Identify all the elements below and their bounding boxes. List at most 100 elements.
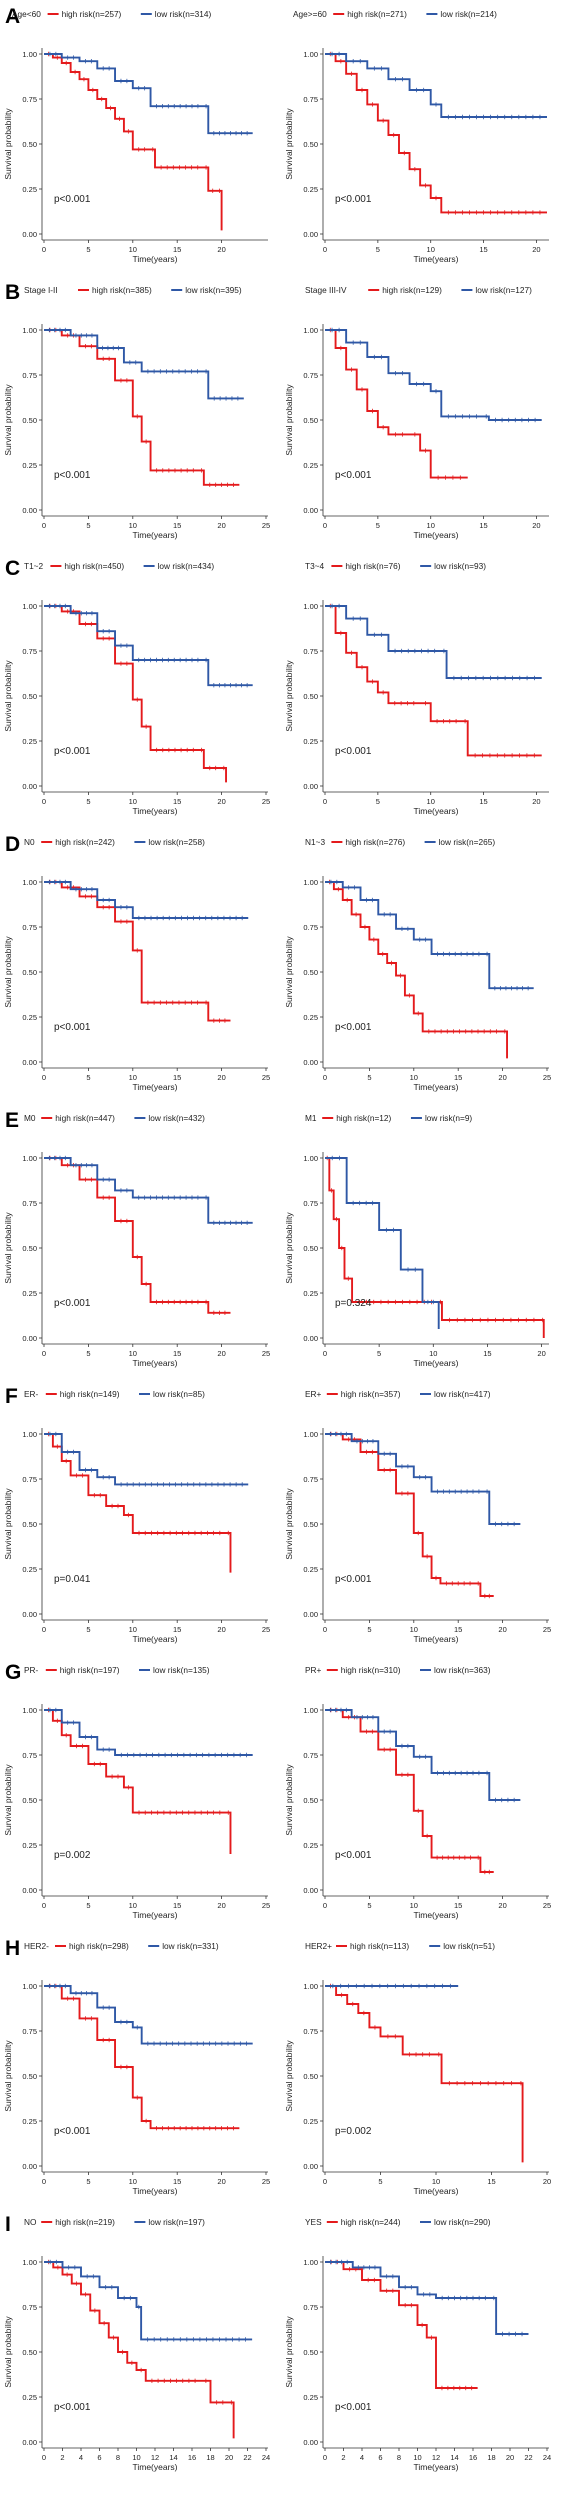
legend-high-label: high risk(n=447)	[55, 1113, 115, 1123]
x-tick-label: 24	[262, 2453, 270, 2462]
y-tick-label: 0.00	[22, 1610, 37, 1619]
x-tick-label: 12	[151, 2453, 159, 2462]
km-panel-e-2: M1 high risk(n=12) low risk(n=9) 0.00 0.25 0.…	[284, 1113, 549, 1368]
legend-low-label: low risk(n=135)	[153, 1665, 210, 1675]
x-tick-label: 25	[543, 1625, 551, 1634]
km-panel-c-1: T1~2 high risk(n=450) low risk(n=434) 0.00 0…	[3, 561, 270, 816]
y-tick-label: 0.25	[22, 1289, 37, 1298]
p-value: p<0.001	[335, 1850, 372, 1861]
x-tick-label: 25	[262, 1073, 270, 1082]
p-value: p<0.001	[54, 2126, 91, 2137]
y-tick-label: 0.50	[22, 692, 37, 701]
y-tick-label: 1.00	[303, 326, 318, 335]
y-tick-label: 0.75	[303, 1199, 318, 1208]
km-curve-low	[325, 53, 547, 118]
x-tick-label: 20	[532, 797, 540, 806]
legend-high-label: high risk(n=385)	[92, 285, 152, 295]
legend-group-label: ER-	[24, 1389, 39, 1399]
x-tick-label: 5	[86, 1625, 90, 1634]
legend-high-label: high risk(n=129)	[382, 285, 442, 295]
km-curve-low	[44, 605, 253, 687]
km-curve-high	[44, 1709, 232, 1854]
y-tick-label: 1.00	[303, 602, 318, 611]
x-tick-label: 0	[42, 1073, 46, 1082]
legend-group-label: T1~2	[24, 561, 44, 571]
km-curve-low	[44, 2261, 253, 2341]
x-tick-label: 5	[86, 521, 90, 530]
x-tick-label: 15	[479, 245, 487, 254]
x-tick-label: 5	[376, 797, 380, 806]
x-tick-label: 5	[367, 1901, 371, 1910]
km-curve-high	[325, 1157, 545, 1338]
x-tick-label: 10	[427, 521, 435, 530]
km-curve-low	[325, 2261, 529, 2335]
y-tick-label: 0.00	[303, 1058, 318, 1067]
y-tick-label: 0.00	[22, 2438, 37, 2447]
x-tick-label: 20	[506, 2453, 514, 2462]
x-tick-label: 15	[479, 521, 487, 530]
x-tick-label: 20	[225, 2453, 233, 2462]
y-tick-label: 0.50	[303, 1796, 318, 1805]
x-tick-label: 25	[262, 1625, 270, 1634]
x-tick-label: 15	[173, 2177, 181, 2186]
y-tick-label: 0.25	[303, 1013, 318, 1022]
x-tick-label: 15	[173, 1625, 181, 1634]
x-tick-label: 10	[129, 1349, 137, 1358]
p-value: p<0.001	[54, 746, 91, 757]
legend-group-label: N0	[24, 837, 35, 847]
km-panel-b-1: Stage I-II high risk(n=385) low risk(n=395…	[3, 285, 270, 540]
y-axis-label: Survival probability	[3, 1764, 13, 1836]
y-axis-label: Survival probability	[284, 936, 294, 1008]
y-tick-label: 0.00	[303, 1610, 318, 1619]
y-tick-label: 0.25	[303, 461, 318, 470]
km-panel-d-2: N1~3 high risk(n=276) low risk(n=265) 0.00 0…	[284, 837, 551, 1092]
p-value: p<0.001	[335, 1574, 372, 1585]
x-tick-label: 15	[479, 797, 487, 806]
y-tick-label: 0.50	[303, 1244, 318, 1253]
legend-low-label: low risk(n=417)	[434, 1389, 491, 1399]
x-tick-label: 15	[173, 797, 181, 806]
y-tick-label: 0.75	[303, 2027, 318, 2036]
y-tick-label: 0.00	[22, 506, 37, 515]
panel-letter-i: I	[5, 2213, 11, 2236]
panel-letter-f: F	[5, 1385, 18, 1408]
km-curve-low	[325, 605, 542, 679]
x-tick-label: 4	[79, 2453, 83, 2462]
km-panel-h-1: HER2- high risk(n=298) low risk(n=331) 0.00…	[3, 1941, 270, 2196]
y-tick-label: 0.50	[303, 692, 318, 701]
x-tick-label: 18	[206, 2453, 214, 2462]
y-tick-label: 0.00	[303, 1334, 318, 1343]
legend-group-label: YES	[305, 2217, 322, 2227]
x-tick-label: 0	[323, 797, 327, 806]
x-axis-label: Time(years)	[413, 1082, 458, 1092]
p-value: p<0.001	[335, 194, 372, 205]
x-tick-label: 24	[543, 2453, 551, 2462]
y-tick-label: 0.75	[303, 2303, 318, 2312]
km-curve-high	[325, 1985, 524, 2163]
legend-low-label: low risk(n=432)	[148, 1113, 205, 1123]
x-tick-label: 5	[86, 797, 90, 806]
y-tick-label: 0.50	[22, 140, 37, 149]
y-tick-label: 0.75	[22, 647, 37, 656]
x-tick-label: 14	[450, 2453, 458, 2462]
y-tick-label: 0.00	[303, 2438, 318, 2447]
y-tick-label: 0.50	[303, 140, 318, 149]
x-tick-label: 15	[173, 245, 181, 254]
km-curve-low	[44, 329, 244, 400]
p-value: p<0.001	[54, 1298, 91, 1309]
x-tick-label: 25	[262, 1349, 270, 1358]
legend-low-label: low risk(n=93)	[434, 561, 486, 571]
x-tick-label: 15	[483, 1349, 491, 1358]
x-tick-label: 5	[378, 2177, 382, 2186]
x-tick-label: 20	[498, 1625, 506, 1634]
x-tick-label: 25	[262, 1901, 270, 1910]
legend-high-label: high risk(n=12)	[336, 1113, 391, 1123]
y-axis-label: Survival probability	[284, 1764, 294, 1836]
km-curve-low	[325, 881, 534, 990]
p-value: p<0.001	[54, 470, 91, 481]
y-tick-label: 0.75	[303, 923, 318, 932]
x-tick-label: 16	[188, 2453, 196, 2462]
y-tick-label: 0.25	[303, 1841, 318, 1850]
x-tick-label: 5	[376, 521, 380, 530]
